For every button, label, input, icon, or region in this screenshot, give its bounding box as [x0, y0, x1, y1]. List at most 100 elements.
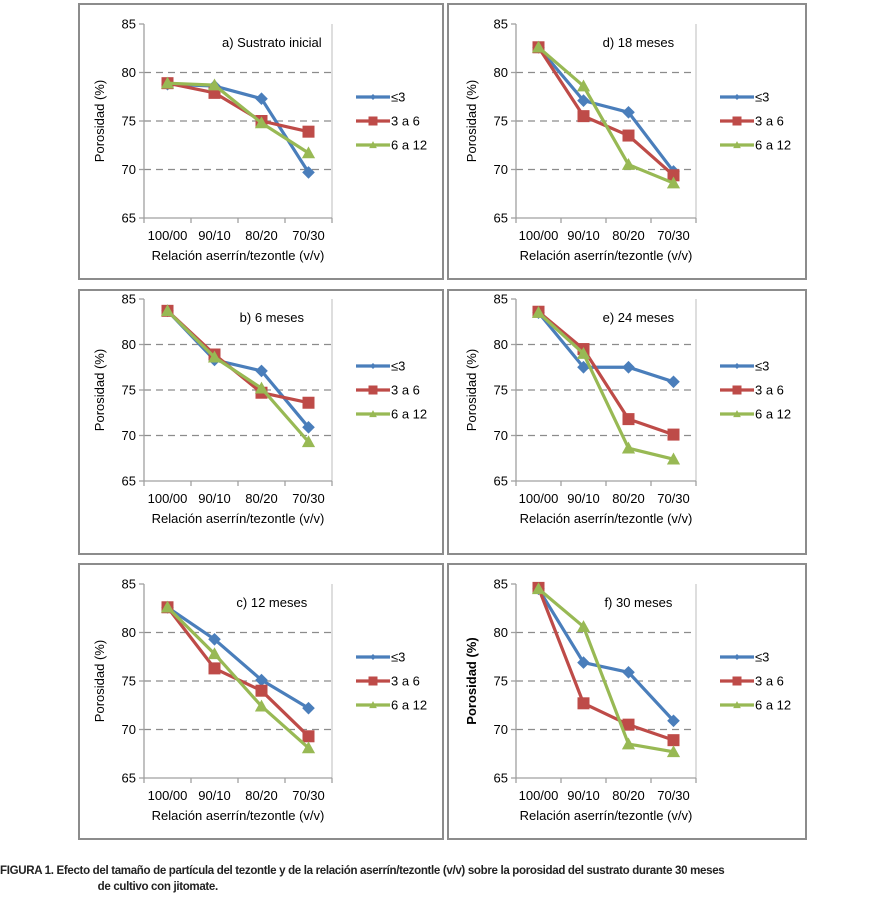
data-point [302, 166, 315, 179]
legend-marker [370, 94, 376, 100]
y-tick-label: 70 [122, 722, 136, 737]
data-point [207, 78, 222, 91]
data-point [622, 718, 635, 731]
chart-b-svg: 65 70 75 80 85 100/00 90/10 80/20 70/30 Relación … [92, 292, 427, 527]
legend-item: 3 a 6 [720, 114, 784, 129]
data-point [622, 360, 635, 374]
x-axis-title: Relación aserrín/tezontle (v/v) [520, 248, 693, 263]
legend-item: ≤3 [356, 359, 405, 374]
x-tick-label: 80/20 [612, 491, 645, 506]
data-point [577, 360, 590, 374]
x-tick-label: 90/10 [567, 228, 600, 243]
legend-marker [732, 116, 742, 126]
legend-item: 3 a 6 [720, 383, 784, 398]
data-point [160, 600, 175, 613]
data-point [622, 129, 635, 142]
legend-label: 6 a 12 [391, 138, 427, 153]
y-tick-label: 85 [494, 577, 508, 592]
x-tick-label: 70/30 [292, 228, 325, 243]
chart-d-svg: 65 70 75 80 85 100/00 90/10 80/20 70/30 Relación … [464, 17, 791, 264]
legend-label: 6 a 12 [755, 138, 791, 153]
y-tick-label: 80 [122, 625, 136, 640]
legend-label: ≤3 [391, 359, 405, 374]
x-tick-label: 80/20 [245, 491, 278, 506]
x-tick-label: 80/20 [612, 788, 645, 803]
y-tick-label: 75 [494, 674, 508, 689]
y-axis-title: Porosidad (%) [92, 640, 107, 722]
data-point [301, 741, 316, 754]
legend-item: ≤3 [720, 650, 769, 665]
data-point [621, 737, 636, 750]
legend-item: 3 a 6 [356, 674, 420, 689]
series-6a12 [531, 582, 681, 758]
legend-item: 3 a 6 [720, 674, 784, 689]
data-point [667, 734, 680, 747]
x-tick-label: 90/10 [567, 788, 600, 803]
panel-e-24-meses: 65 70 75 80 85 100/00 90/10 80/20 70/30 Relación … [447, 289, 807, 555]
y-tick-label: 80 [122, 337, 136, 352]
data-point [621, 441, 636, 454]
x-tick-label: 90/10 [198, 228, 231, 243]
data-point [667, 169, 680, 182]
legend-marker [370, 363, 376, 369]
x-tick-label: 100/00 [519, 491, 559, 506]
y-tick-label: 75 [122, 383, 136, 398]
legend-item: ≤3 [356, 650, 405, 665]
series-line [537, 587, 675, 742]
y-tick-label: 65 [122, 211, 136, 226]
caption-text: Efecto del tamaño de partícula del tezon… [56, 863, 725, 877]
x-axis-title: Relación aserrín/tezontle (v/v) [520, 511, 693, 526]
legend-marker [732, 676, 742, 686]
series-6a12 [160, 600, 316, 754]
data-point [302, 420, 315, 434]
x-axis-title: Relación aserrín/tezontle (v/v) [152, 248, 325, 263]
caption-label: FIGURA 1. [0, 863, 54, 877]
data-point [666, 745, 681, 758]
legend-label: 3 a 6 [391, 383, 420, 398]
legend-item: ≤3 [720, 359, 769, 374]
legend-item: 6 a 12 [720, 407, 791, 422]
series-line [537, 311, 674, 461]
legend-item: ≤3 [720, 90, 769, 105]
series-line [537, 587, 674, 754]
legend-label: 3 a 6 [755, 383, 784, 398]
legend-marker [734, 94, 740, 100]
legend-item: 3 a 6 [356, 383, 420, 398]
y-tick-label: 80 [122, 65, 136, 80]
series-line [537, 311, 674, 384]
y-tick-label: 80 [494, 65, 508, 80]
legend-marker [369, 701, 377, 709]
legend-label: ≤3 [755, 359, 769, 374]
x-axis-title: Relación aserrín/tezontle (v/v) [152, 808, 325, 823]
data-point [302, 125, 315, 138]
series-6a12 [531, 306, 681, 465]
series-6a12 [160, 76, 316, 159]
series-line [167, 81, 310, 155]
chart-a-svg: 65 70 75 80 85 100/00 90/10 80/20 70/30 Relación … [92, 17, 427, 264]
figure-caption: FIGURA 1. Efecto del tamaño de partícula… [0, 862, 829, 894]
legend-marker [368, 385, 378, 395]
series-3a6 [161, 77, 315, 138]
x-tick-label: 70/30 [292, 788, 325, 803]
y-tick-label: 70 [494, 428, 508, 443]
y-tick-label: 70 [494, 162, 508, 177]
legend-item: 6 a 12 [720, 138, 791, 153]
x-tick-label: 90/10 [198, 788, 231, 803]
y-tick-label: 75 [122, 114, 136, 129]
y-tick-label: 65 [494, 771, 508, 786]
legend-item: 6 a 12 [720, 698, 791, 713]
y-tick-label: 85 [122, 577, 136, 592]
data-point [255, 684, 268, 697]
y-tick-label: 65 [494, 211, 508, 226]
data-point [622, 665, 635, 679]
y-tick-label: 65 [122, 474, 136, 489]
legend-label: ≤3 [391, 650, 405, 665]
data-point [622, 105, 635, 119]
y-tick-label: 70 [494, 722, 508, 737]
chart-f-svg: 65 70 75 80 85 100/00 90/10 80/20 70/30 Relación … [464, 577, 791, 824]
y-tick-label: 85 [122, 292, 136, 307]
series-6a12 [160, 304, 316, 448]
y-tick-label: 85 [494, 17, 508, 32]
series-line [537, 46, 675, 185]
data-point [622, 413, 635, 426]
